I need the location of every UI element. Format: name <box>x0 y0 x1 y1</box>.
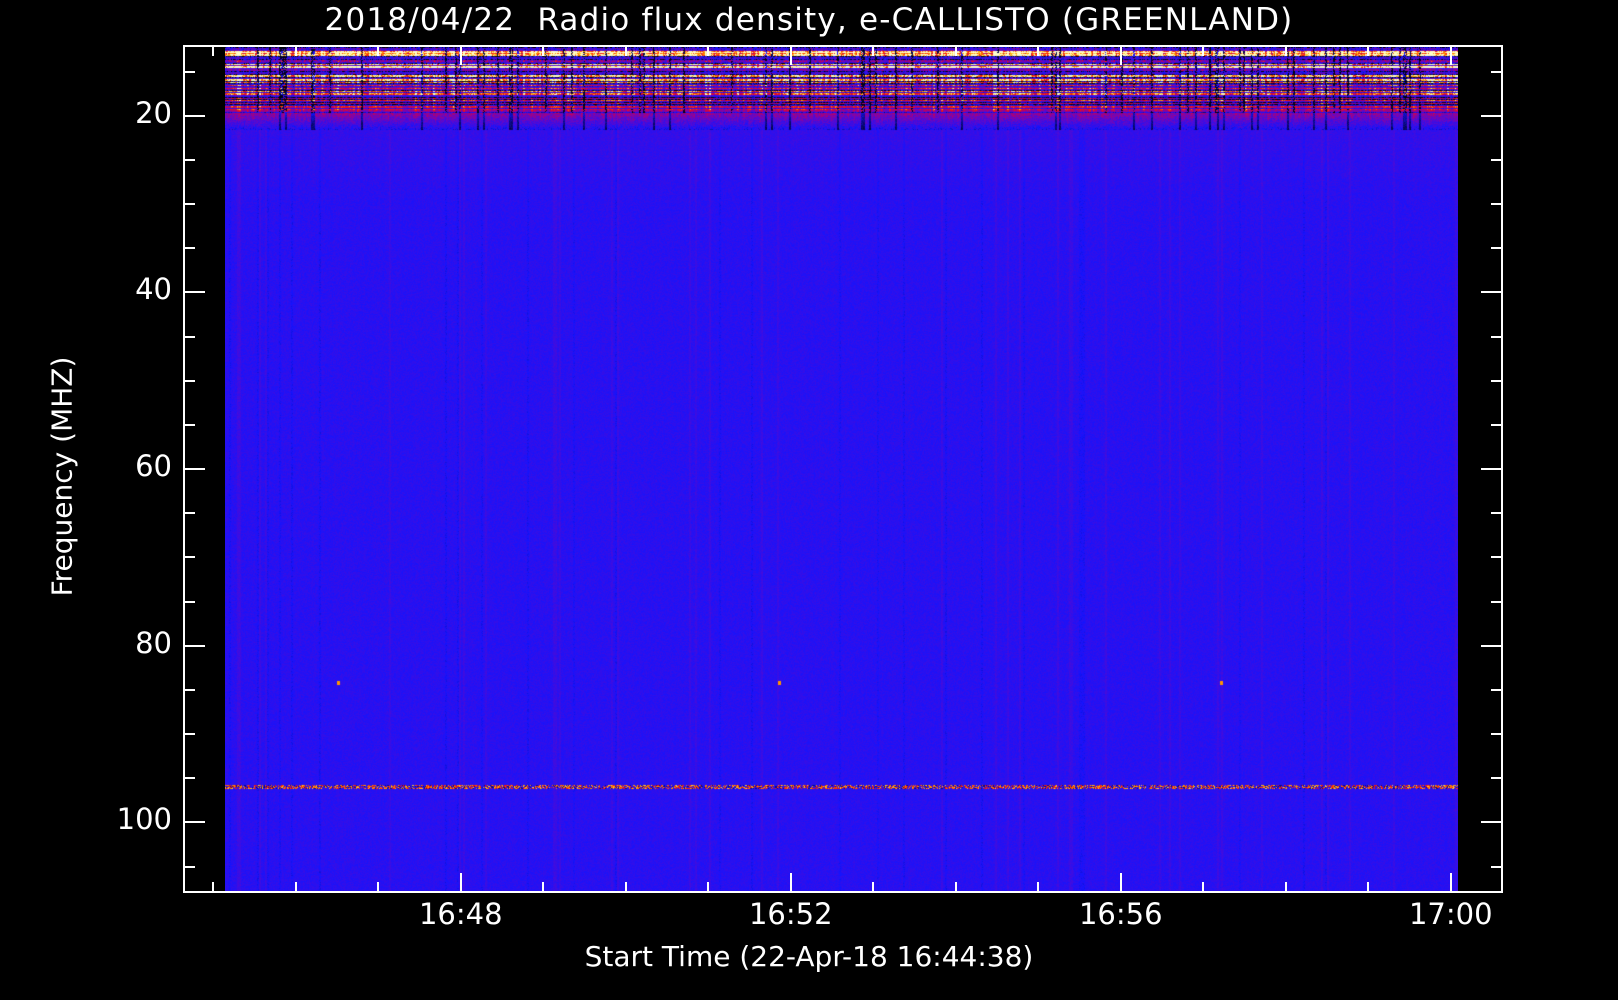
x-tick-minor <box>707 882 710 893</box>
x-tick-major-top <box>789 45 792 65</box>
y-tick-major-right <box>1481 468 1503 470</box>
y-tick-minor <box>183 600 195 603</box>
x-tick-major <box>1119 873 1122 893</box>
y-tick-minor <box>183 733 195 735</box>
y-tick-major <box>183 291 205 294</box>
x-tick-minor-top <box>872 45 875 56</box>
x-tick-major-top <box>1449 45 1452 65</box>
x-tick-minor-top <box>954 45 957 56</box>
x-tick-minor-top <box>1367 45 1370 56</box>
y-tick-major-right <box>1481 291 1503 294</box>
x-tick-minor-top <box>377 45 380 56</box>
x-tick-minor <box>1284 882 1287 893</box>
x-tick-minor <box>1367 882 1370 893</box>
y-tick-major <box>183 114 205 117</box>
y-tick-minor-right <box>1491 379 1503 382</box>
y-tick-minor <box>183 70 195 73</box>
y-tick-minor <box>183 865 195 868</box>
y-tick-minor-right <box>1491 777 1503 780</box>
y-tick-major <box>183 644 205 647</box>
y-tick-minor-right <box>1491 158 1503 161</box>
x-tick-minor-top <box>624 45 627 56</box>
page-title: 2018/04/22 Radio flux density, e-CALLIST… <box>324 2 1294 38</box>
y-tick-minor <box>183 203 195 205</box>
y-tick-minor-right <box>1491 556 1503 559</box>
y-tick-minor-right <box>1491 423 1503 426</box>
x-tick-major-top <box>459 45 462 65</box>
x-tick-minor-top <box>212 45 215 56</box>
y-tick-major <box>183 468 205 470</box>
plot-frame <box>183 45 1503 893</box>
x-tick-major <box>1449 873 1452 893</box>
y-tick-minor <box>183 158 195 161</box>
y-tick-minor <box>183 335 195 338</box>
y-tick-minor <box>183 423 195 426</box>
x-tick-minor-top <box>707 45 710 56</box>
y-tick-minor <box>183 247 195 250</box>
y-tick-label: 20 <box>135 95 172 130</box>
y-tick-minor-right <box>1491 512 1503 515</box>
y-tick-minor <box>183 512 195 515</box>
y-tick-minor <box>183 556 195 559</box>
x-tick-label: 16:52 <box>748 897 833 931</box>
y-axis-label: Frequency (MHZ) <box>45 356 79 597</box>
x-tick-major <box>459 873 462 893</box>
x-tick-major-top <box>1119 45 1122 65</box>
spectrogram-image <box>225 47 1458 892</box>
x-axis-label: Start Time (22-Apr-18 16:44:38) <box>584 940 1034 973</box>
y-tick-minor-right <box>1491 733 1503 735</box>
x-tick-minor-top <box>294 45 297 56</box>
x-tick-label: 17:00 <box>1408 897 1493 931</box>
y-tick-major <box>183 821 205 824</box>
x-tick-minor <box>377 882 380 893</box>
x-tick-major <box>789 873 792 893</box>
y-tick-major-right <box>1481 644 1503 647</box>
y-tick-minor-right <box>1491 203 1503 205</box>
y-tick-major-right <box>1481 821 1503 824</box>
x-tick-minor-top <box>1284 45 1287 56</box>
y-tick-label: 100 <box>116 802 172 837</box>
x-tick-minor <box>624 882 627 893</box>
y-tick-major-right <box>1481 114 1503 117</box>
x-tick-label: 16:56 <box>1078 897 1163 931</box>
y-tick-minor-right <box>1491 70 1503 73</box>
x-tick-minor <box>542 882 545 893</box>
y-tick-minor-right <box>1491 688 1503 691</box>
y-tick-minor-right <box>1491 865 1503 868</box>
y-tick-label: 40 <box>135 272 172 307</box>
x-tick-minor-top <box>1202 45 1205 56</box>
x-tick-minor <box>1037 882 1040 893</box>
x-tick-minor-top <box>1037 45 1040 56</box>
x-tick-minor <box>872 882 875 893</box>
y-tick-label: 80 <box>135 625 172 660</box>
x-tick-minor <box>1202 882 1205 893</box>
y-tick-minor <box>183 688 195 691</box>
y-tick-minor-right <box>1491 600 1503 603</box>
x-tick-minor-top <box>542 45 545 56</box>
x-tick-minor <box>212 882 215 893</box>
y-tick-label: 60 <box>135 449 172 483</box>
y-tick-minor <box>183 379 195 382</box>
x-tick-minor <box>954 882 957 893</box>
y-tick-minor-right <box>1491 247 1503 250</box>
y-tick-minor <box>183 777 195 780</box>
y-tick-minor-right <box>1491 335 1503 338</box>
x-tick-label: 16:48 <box>418 897 503 931</box>
x-tick-minor <box>294 882 297 893</box>
